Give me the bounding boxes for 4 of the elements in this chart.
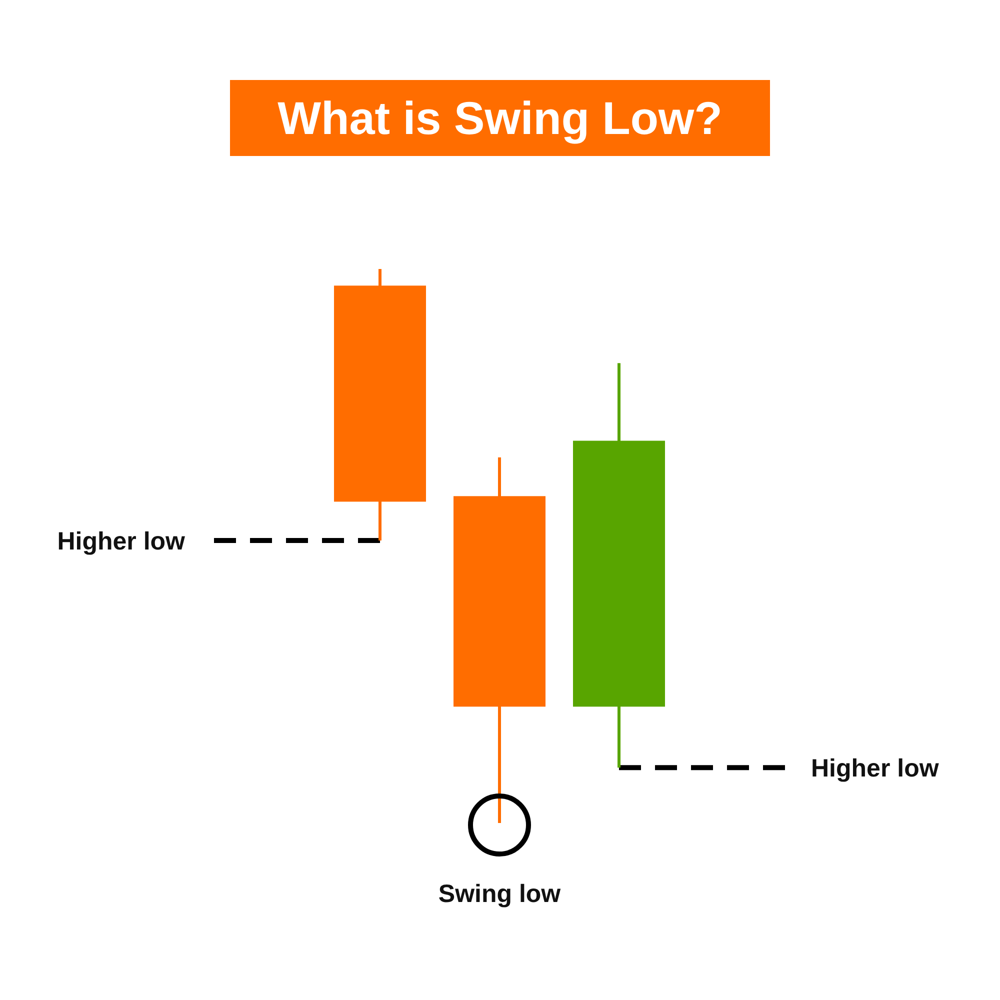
chart-title: What is Swing Low? bbox=[278, 92, 722, 144]
ref-line-label: Higher low bbox=[811, 754, 940, 783]
annotation: Swing low bbox=[438, 880, 562, 908]
ref-line-label: Higher low bbox=[57, 527, 186, 556]
